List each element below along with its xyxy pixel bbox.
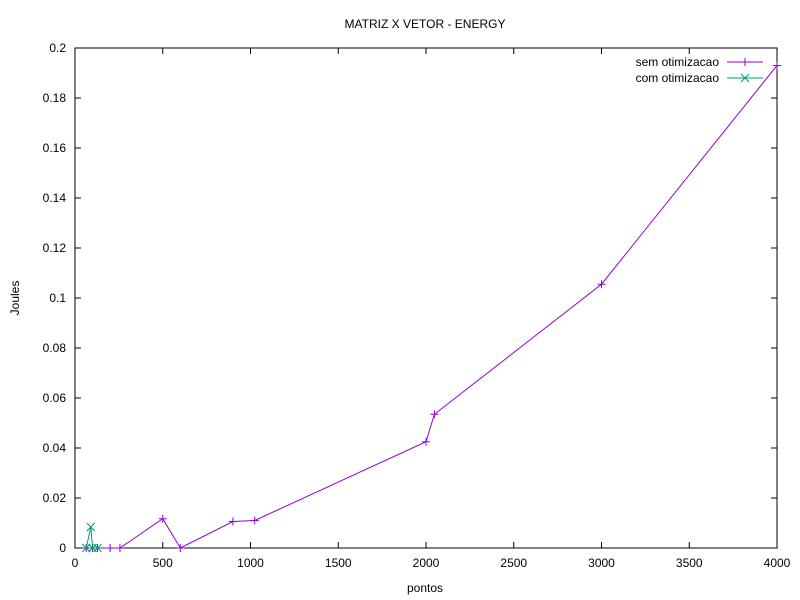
x-tick-label: 2000 [413, 556, 440, 570]
x-tick-label: 3000 [588, 556, 615, 570]
y-tick-label: 0 [59, 541, 66, 555]
x-tick-label: 1500 [325, 556, 352, 570]
plot-area: 0 500 1000 1500 2000 2500 3000 3500 4000 0 0.02 0.0… [43, 41, 791, 570]
data-point-marker [81, 543, 91, 553]
y-tick-label: 0.18 [43, 91, 67, 105]
legend-label-1: sem otimizacao [636, 55, 720, 69]
y-tick-label: 0.04 [43, 441, 67, 455]
data-point-marker [86, 522, 96, 532]
y-tick-label: 0.14 [43, 191, 67, 205]
y-axis-title: Joules [8, 281, 22, 316]
y-tick-label: 0.1 [49, 291, 66, 305]
data-point-marker [93, 543, 102, 553]
y-tick-label: 0.08 [43, 341, 67, 355]
y-tick-label: 0.2 [49, 41, 66, 55]
x-tick-label: 500 [153, 556, 173, 570]
x-tick-label: 2500 [500, 556, 527, 570]
y-tick-label: 0.06 [43, 391, 67, 405]
y-tick-label: 0.12 [43, 241, 67, 255]
x-tick-label: 1000 [237, 556, 264, 570]
data-point-marker [740, 73, 750, 83]
y-tick-label: 0.02 [43, 491, 67, 505]
x-axis-title: pontos [407, 581, 443, 595]
x-tick-label: 3500 [676, 556, 703, 570]
y-tick-label: 0.16 [43, 141, 67, 155]
chart-title: MATRIZ X VETOR - ENERGY [345, 17, 506, 31]
series-line-2 [85, 526, 98, 549]
x-tick-label: 4000 [764, 556, 791, 570]
legend-label-2: com otimizacao [636, 71, 720, 85]
series-line-1 [86, 65, 778, 549]
plot-frame [74, 47, 778, 549]
x-tick-label: 0 [72, 556, 79, 570]
